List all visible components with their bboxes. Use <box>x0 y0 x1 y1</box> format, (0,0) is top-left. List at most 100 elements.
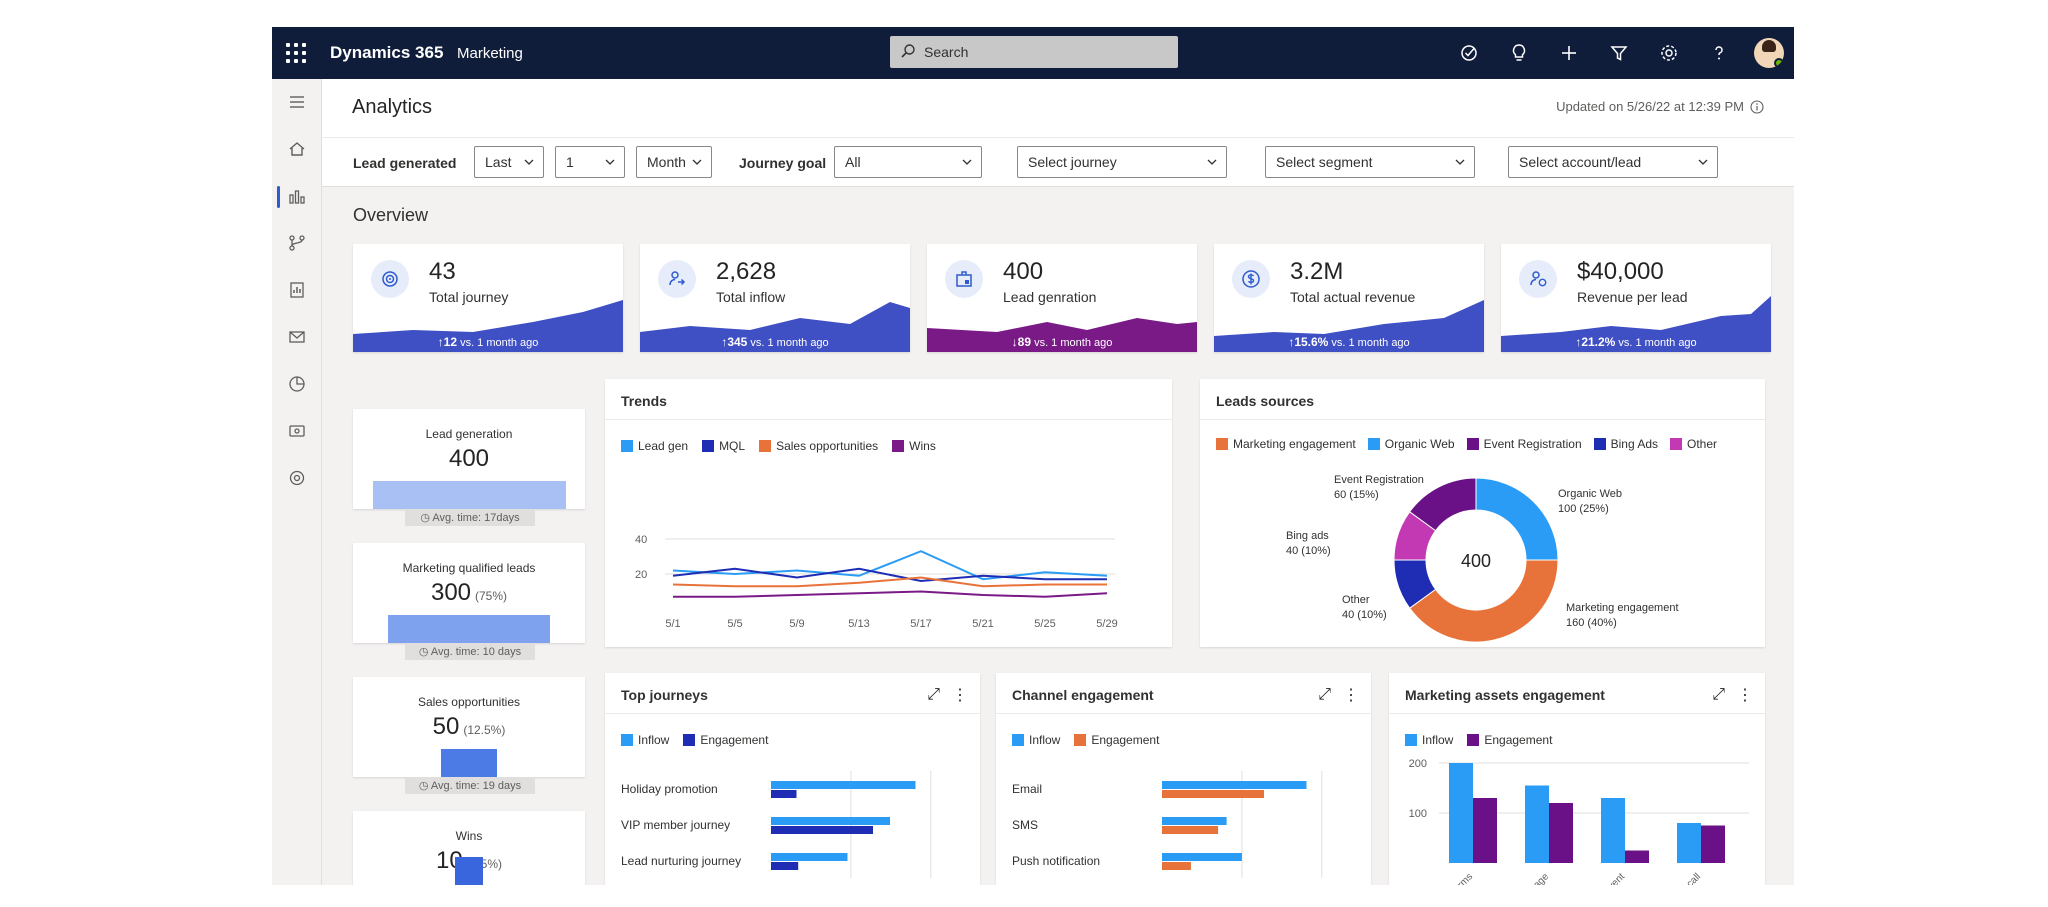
donut-slice[interactable] <box>1475 477 1559 561</box>
chevron-down-icon <box>524 159 534 165</box>
journey-goal-label: Journey goal <box>739 155 827 171</box>
kpi-card[interactable]: $40,000 Revenue per lead ↑21.2% vs. 1 mont… <box>1501 244 1771 352</box>
funnel-card[interactable]: Marketing qualified leads 300 (75%) <box>353 543 585 643</box>
event-icon[interactable] <box>284 418 310 444</box>
legend-label: Engagement <box>700 733 769 747</box>
funnel-avg-time: ◷ Avg. time: 19 days <box>405 777 535 794</box>
help-icon[interactable] <box>1694 27 1744 79</box>
info-icon[interactable] <box>1750 99 1764 114</box>
x-tick-label: Event <box>1601 871 1627 885</box>
legend-label: Inflow <box>638 733 670 747</box>
funnel-card[interactable]: Sales opportunities 50 (12.5%) <box>353 677 585 777</box>
range-unit-dropdown[interactable]: Month <box>636 146 712 178</box>
bar[interactable] <box>1701 825 1725 864</box>
expand-icon[interactable]: ⤢ <box>1318 686 1331 703</box>
search-input[interactable]: Search <box>890 36 1178 68</box>
legend-label: Event Registration <box>1483 437 1582 451</box>
slice-name-label: Event Registration <box>1334 474 1424 486</box>
segment-dropdown[interactable]: Select segment <box>1265 146 1475 178</box>
expand-icon[interactable]: ⤢ <box>1712 686 1725 703</box>
lightbulb-icon[interactable] <box>1494 27 1544 79</box>
bar[interactable] <box>1162 826 1219 834</box>
trends-chart: 20 40 5/1 5/5 5/9 5/13 5/17 5/21 5/25 5/29 <box>635 534 1118 630</box>
channel-engagement-legend-item: Engagement <box>1074 733 1159 747</box>
bar[interactable] <box>771 790 797 798</box>
bar[interactable] <box>1162 817 1227 825</box>
report-icon[interactable] <box>284 277 310 303</box>
bar[interactable] <box>1677 823 1701 863</box>
bar[interactable] <box>771 781 916 789</box>
top-bar: Dynamics 365 Marketing Search <box>272 27 1794 79</box>
kpi-card[interactable]: 2,628 Total inflow ↑345 vs. 1 month ago <box>640 244 910 352</box>
person-money-icon <box>1519 260 1557 298</box>
more-options-icon[interactable]: ⋮ <box>1343 687 1359 704</box>
segment-icon[interactable] <box>284 371 310 397</box>
journey-dropdown[interactable]: Select journey <box>1017 146 1227 178</box>
kpi-area-shape <box>1214 300 1484 352</box>
range-type-dropdown[interactable]: Last <box>474 146 544 178</box>
bar[interactable] <box>1162 853 1242 861</box>
bar[interactable] <box>1601 798 1625 863</box>
legend-swatch <box>702 440 715 452</box>
donut-slice[interactable] <box>1408 559 1559 643</box>
kpi-delta-value: ↑21.2% <box>1575 335 1616 349</box>
bar[interactable] <box>1549 803 1573 863</box>
legend-swatch <box>1467 734 1480 746</box>
filter-icon[interactable] <box>1594 27 1644 79</box>
settings-icon[interactable] <box>1644 27 1694 79</box>
kpi-area-shape <box>927 318 1197 352</box>
app-launcher-icon[interactable] <box>286 43 306 63</box>
donut-slice[interactable] <box>1408 477 1477 532</box>
more-options-icon[interactable]: ⋮ <box>1737 687 1753 704</box>
journey-icon[interactable] <box>284 230 310 256</box>
kpi-value: 43 <box>429 258 456 285</box>
bar[interactable] <box>1473 798 1497 863</box>
kpi-card[interactable]: 43 Total journey ↑12 vs. 1 month ago <box>353 244 623 352</box>
bar[interactable] <box>1525 785 1549 864</box>
user-avatar[interactable] <box>1744 27 1794 79</box>
bar[interactable] <box>1449 763 1473 863</box>
chevron-down-icon <box>605 159 615 165</box>
target-icon <box>371 260 409 298</box>
kpi-delta-value: ↓89 <box>1011 335 1032 349</box>
range-count-dropdown[interactable]: 1 <box>555 146 625 178</box>
slice-value-label: 40 (10%) <box>1286 545 1331 557</box>
brand-title[interactable]: Dynamics 365 <box>330 43 444 62</box>
kpi-trend-area <box>640 302 910 352</box>
kpi-card[interactable]: 3.2M Total actual revenue ↑15.6% vs. 1 mon… <box>1214 244 1484 352</box>
y-tick-label: 40 <box>635 534 647 546</box>
home-icon[interactable] <box>284 136 310 162</box>
y-tick-label: 200 <box>1409 758 1427 770</box>
expand-icon[interactable]: ⤢ <box>927 686 940 703</box>
x-tick-label: 5/21 <box>972 618 993 630</box>
plus-icon[interactable] <box>1544 27 1594 79</box>
bar[interactable] <box>771 826 873 834</box>
bar[interactable] <box>771 817 890 825</box>
analytics-icon[interactable] <box>277 183 310 209</box>
email-icon[interactable] <box>284 324 310 350</box>
kpi-card[interactable]: 400 Lead genration ↓89 vs. 1 month ago <box>927 244 1197 352</box>
bar[interactable] <box>771 862 799 870</box>
funnel-value: 400 <box>448 445 490 472</box>
hamburger-icon[interactable] <box>284 89 310 115</box>
bar[interactable] <box>1625 850 1649 864</box>
bar[interactable] <box>1162 790 1264 798</box>
funnel-percent: (75%) <box>475 589 508 603</box>
journey-goal-dropdown[interactable]: All <box>834 146 982 178</box>
trends-card: Trends Lead gen MQL Sales opportunities Win… <box>605 379 1172 647</box>
more-options-icon[interactable]: ⋮ <box>952 687 968 704</box>
funnel-card[interactable]: Lead generation 400 <box>353 409 585 509</box>
bar[interactable] <box>1162 862 1191 870</box>
presence-icon <box>1774 58 1784 68</box>
rail-settings-icon[interactable] <box>284 465 310 491</box>
kpi-value: $40,000 <box>1577 258 1664 285</box>
account-lead-dropdown[interactable]: Select account/lead <box>1508 146 1718 178</box>
legend-label: Wins <box>909 439 936 453</box>
bar[interactable] <box>771 853 848 861</box>
leads-sources-title: Leads sources <box>1216 393 1315 409</box>
bar[interactable] <box>1162 781 1307 789</box>
funnel-card[interactable]: Wins 10 (2.5%) <box>353 811 585 885</box>
legend-swatch <box>1367 438 1380 450</box>
task-icon[interactable] <box>1444 27 1494 79</box>
leads-sources-legend-item: Marketing engagement <box>1216 437 1356 451</box>
